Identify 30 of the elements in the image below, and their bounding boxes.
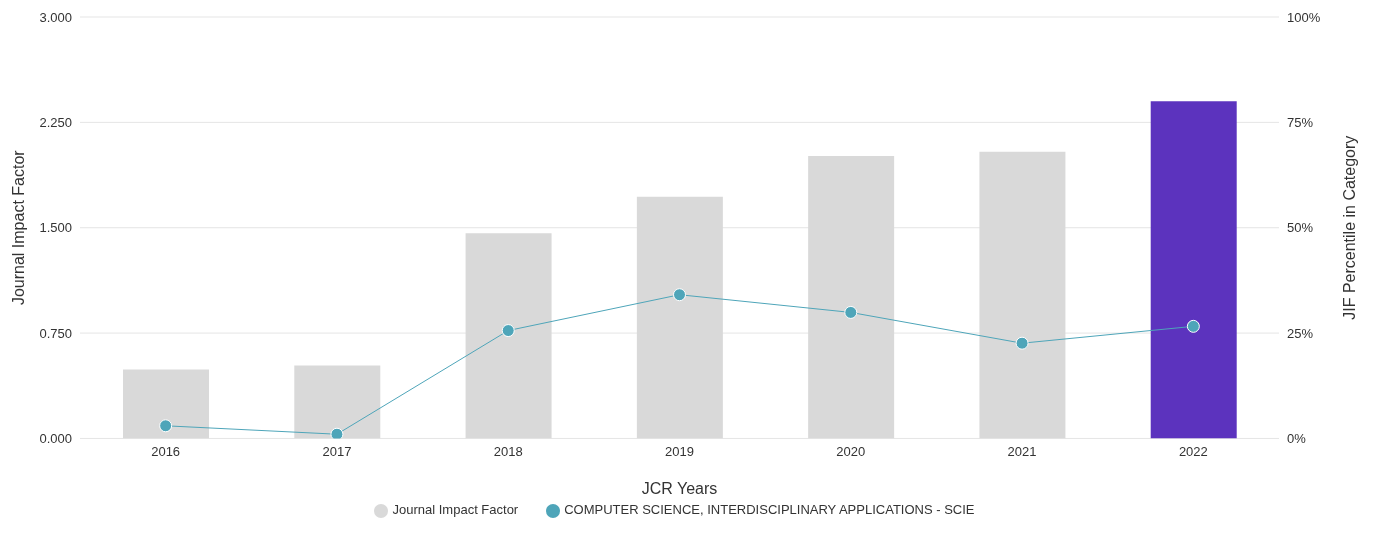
x-tick-label: 2017: [322, 443, 352, 459]
legend-label: Journal Impact Factor: [392, 502, 519, 518]
point: [1015, 336, 1029, 350]
y-tick-label: 0.750: [39, 325, 72, 341]
point: [844, 305, 858, 319]
x-tick-label: 2016: [151, 443, 181, 459]
x-tick-label: 2020: [836, 443, 866, 459]
y-tick-label: 0.000: [39, 431, 72, 447]
point: [330, 427, 344, 439]
y2-tick-label: 100%: [1287, 9, 1321, 25]
x-axis-title: JCR Years: [641, 480, 718, 498]
x-tick-label: 2018: [493, 443, 523, 459]
x-tick-label: 2019: [665, 443, 694, 459]
y-tick-label: 1.500: [39, 220, 72, 236]
y2-tick-label: 25%: [1287, 325, 1314, 341]
x-tick-label: 2021: [1007, 443, 1037, 459]
point: [501, 324, 515, 338]
point: [673, 288, 686, 302]
bar: [1150, 101, 1237, 439]
y-tick-label: 3.000: [39, 9, 72, 25]
y2-tick-label: 50%: [1287, 220, 1314, 236]
y-tick-label: 2.250: [39, 114, 72, 130]
y-axis-title: Journal Impact Factor: [9, 149, 27, 306]
point: [1186, 319, 1200, 333]
y2-tick-label: 75%: [1287, 114, 1314, 130]
legend-label: COMPUTER SCIENCE, INTERDISCIPLINARY APPLICATIONS - SCIE: [564, 502, 975, 518]
point: [159, 419, 173, 433]
x-tick-label: 2022: [1178, 443, 1208, 459]
y2-tick-label: 0%: [1287, 431, 1307, 447]
y2-axis-title: JIF Percentile in Category: [1340, 135, 1358, 320]
